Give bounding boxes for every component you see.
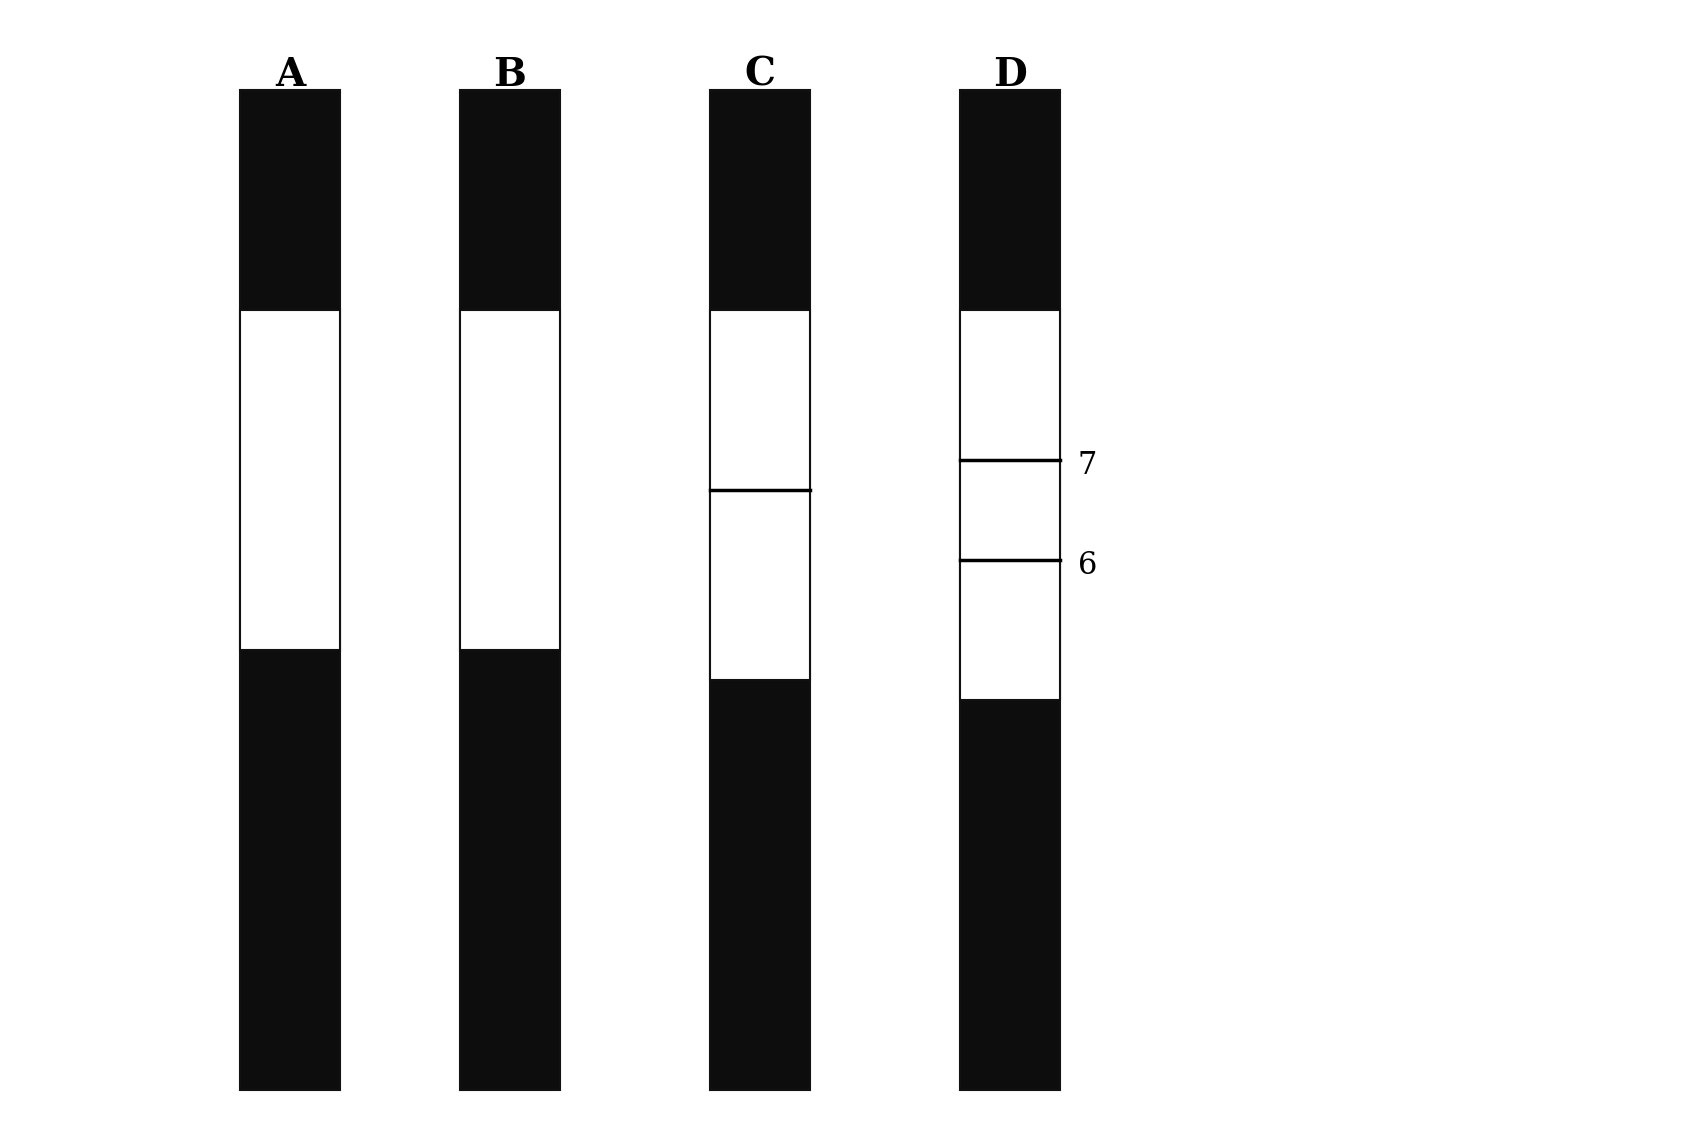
Text: C: C — [744, 56, 775, 94]
Bar — [959, 89, 1060, 1090]
Bar — [241, 310, 340, 650]
Bar — [710, 89, 811, 1090]
Bar — [459, 310, 560, 650]
Bar — [710, 310, 811, 680]
Bar — [959, 310, 1060, 700]
Text: 6: 6 — [1079, 551, 1098, 582]
Text: 7: 7 — [1079, 451, 1098, 482]
Bar — [241, 89, 340, 1090]
Text: D: D — [993, 56, 1028, 94]
Text: B: B — [493, 56, 526, 94]
Bar — [459, 89, 560, 1090]
Text: A: A — [275, 56, 306, 94]
